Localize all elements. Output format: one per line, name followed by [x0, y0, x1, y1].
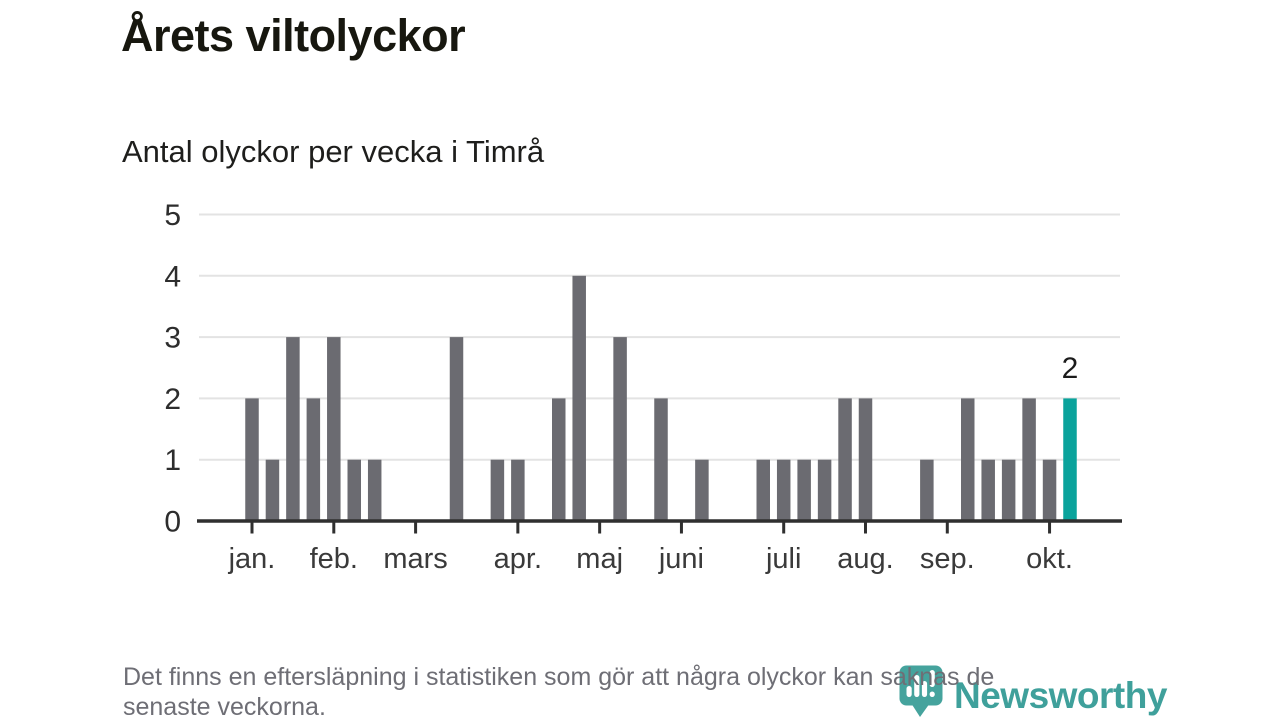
bar	[797, 459, 811, 521]
bar	[1042, 459, 1057, 521]
bar	[961, 398, 975, 521]
bar	[449, 337, 464, 521]
bar	[613, 337, 627, 521]
footnote-line-2: senaste veckorna.	[123, 693, 326, 720]
bar	[306, 398, 321, 521]
bar	[572, 275, 586, 521]
x-axis-label: mars	[383, 543, 447, 575]
bar	[858, 398, 873, 521]
bar	[695, 459, 709, 521]
newsworthy-speech-bubble-chart-icon	[899, 665, 943, 717]
bar	[347, 459, 361, 521]
y-axis-label: 5	[164, 199, 181, 232]
x-axis-label: jan.	[228, 543, 276, 575]
page-title: Årets viltolyckor	[121, 10, 466, 61]
bar	[756, 459, 770, 521]
bar	[552, 398, 566, 521]
newsworthy-logo: Newsworthy	[898, 664, 1167, 718]
x-axis-label: juni	[658, 543, 704, 575]
bar	[1001, 459, 1016, 521]
bar	[1022, 398, 1036, 521]
bar	[654, 398, 668, 521]
footnote-line-1: Det finns en eftersläpning i statistiken…	[123, 663, 995, 691]
y-axis-label: 1	[164, 444, 181, 477]
bar	[776, 459, 791, 521]
bar	[367, 459, 382, 521]
bar	[981, 459, 995, 521]
bar	[817, 459, 832, 521]
y-axis-label: 2	[164, 383, 181, 416]
x-axis-label: feb.	[310, 543, 358, 575]
newsworthy-wordmark: Newsworthy	[954, 675, 1167, 716]
bar	[265, 459, 280, 521]
bar	[286, 337, 300, 521]
bar	[920, 459, 934, 521]
y-axis-label: 3	[164, 322, 181, 355]
chart-subtitle: Antal olyckor per vecka i Timrå	[122, 134, 545, 169]
weekly-accidents-bar-chart: 0 1 2 3 4 5 jan. feb. mars apr. maj juni juli aug. sep…	[0, 190, 1280, 590]
bar	[490, 459, 505, 521]
highlight-bar	[1063, 398, 1077, 521]
bar	[838, 398, 852, 521]
y-axis-label: 4	[164, 260, 181, 293]
x-axis-label: juli	[765, 543, 801, 575]
bar-value-label: 2	[1062, 352, 1079, 385]
x-axis-label: sep.	[920, 543, 975, 575]
bar	[245, 398, 259, 521]
x-axis-label: apr.	[494, 543, 542, 575]
bar-chart-svg: 0 1 2 3 4 5 jan. feb. mars apr. maj juni juli aug. sep…	[164, 199, 1122, 575]
footnote: Det finns en eftersläpning i statistiken…	[123, 662, 994, 720]
bar	[511, 459, 525, 521]
x-axis-label: aug.	[837, 543, 893, 575]
x-axis-label: maj	[576, 543, 623, 575]
bar	[327, 337, 341, 521]
y-axis-label: 0	[164, 506, 181, 539]
x-axis-label: okt.	[1026, 543, 1073, 575]
